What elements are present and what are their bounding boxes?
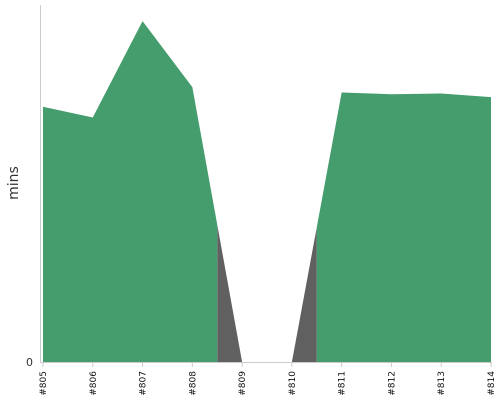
x-tick-label-9: #814 [487, 371, 497, 396]
x-tick-label-4: #809 [238, 371, 248, 396]
x-tick-label-8: #813 [437, 371, 447, 396]
area-layer [43, 21, 491, 362]
area-run-1 [316, 92, 491, 362]
gap-wedge-1 [291, 227, 317, 362]
area-run-0 [43, 21, 218, 362]
gap-wedge-0 [217, 224, 243, 362]
y-tick-label: 0 [26, 356, 33, 369]
x-tick-layer: #805 #806 #807 #808 #809 #810 #811 #812 #813 #814 [39, 362, 497, 396]
x-tick-label-2: #807 [139, 371, 149, 396]
y-axis-title: mins [6, 166, 22, 200]
x-tick-label-7: #812 [387, 371, 397, 396]
x-tick-label-3: #808 [188, 371, 198, 396]
x-tick-label-1: #806 [89, 371, 99, 396]
x-tick-label-6: #811 [338, 371, 348, 396]
x-tick-label-0: #805 [39, 371, 49, 396]
x-tick-label-5: #810 [288, 371, 298, 396]
